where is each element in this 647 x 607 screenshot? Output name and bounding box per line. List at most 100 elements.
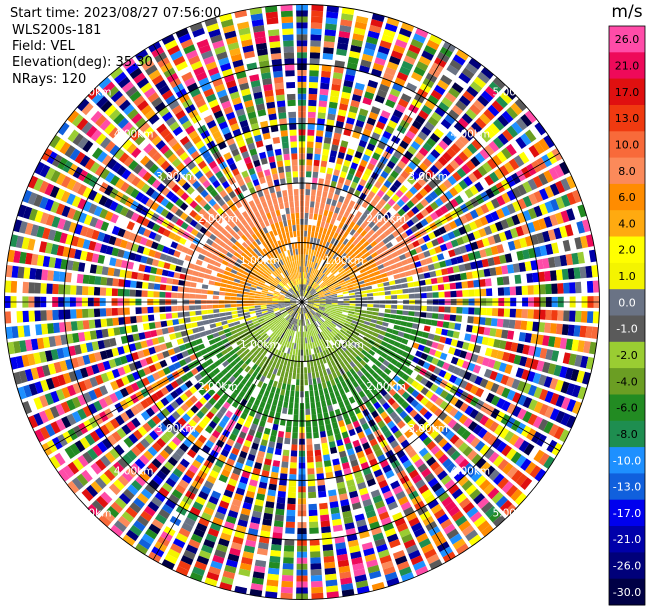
velocity-gate	[131, 243, 139, 252]
velocity-gate	[315, 201, 320, 209]
velocity-gate	[134, 458, 146, 470]
velocity-gate	[389, 184, 398, 193]
velocity-gate	[176, 407, 185, 416]
velocity-gate	[158, 487, 170, 498]
velocity-gate	[417, 131, 428, 141]
velocity-gate	[262, 464, 271, 472]
velocity-gate	[511, 214, 521, 226]
velocity-gate	[403, 55, 416, 65]
velocity-gate	[297, 331, 300, 338]
velocity-gate	[104, 171, 115, 183]
velocity-gate	[406, 544, 419, 555]
velocity-gate	[272, 305, 279, 308]
velocity-gate	[319, 303, 326, 305]
velocity-gate	[165, 306, 172, 312]
velocity-gate	[216, 272, 224, 278]
velocity-gate	[294, 397, 299, 404]
velocity-gate	[518, 440, 530, 453]
velocity-gate	[308, 509, 318, 517]
velocity-gate	[391, 194, 400, 203]
velocity-gate	[82, 405, 93, 418]
velocity-gate	[487, 337, 495, 347]
velocity-gate	[303, 337, 305, 344]
velocity-gate	[143, 467, 155, 478]
velocity-gate	[42, 227, 51, 240]
velocity-gate	[536, 232, 545, 244]
velocity-gate	[224, 564, 237, 574]
velocity-gate	[485, 317, 492, 326]
velocity-gate	[324, 567, 337, 575]
velocity-gate	[236, 293, 243, 297]
velocity-gate	[313, 347, 317, 354]
velocity-gate	[70, 321, 78, 331]
velocity-gate	[62, 246, 71, 258]
velocity-gate	[153, 283, 161, 290]
velocity-gate	[167, 414, 177, 425]
velocity-gate	[165, 211, 174, 221]
velocity-gate	[243, 339, 250, 346]
velocity-gate	[348, 311, 355, 315]
velocity-gate	[129, 289, 136, 297]
velocity-gate	[263, 342, 270, 349]
velocity-gate	[383, 165, 393, 174]
velocity-gate	[240, 345, 248, 352]
velocity-gate	[295, 325, 298, 332]
velocity-gate	[266, 307, 273, 311]
velocity-gate	[555, 323, 563, 335]
velocity-gate	[266, 293, 273, 297]
velocity-gate	[321, 382, 327, 389]
velocity-gate	[206, 358, 214, 366]
velocity-gate	[427, 364, 436, 373]
velocity-gate	[203, 273, 211, 280]
velocity-gate	[269, 332, 275, 338]
velocity-gate	[206, 238, 214, 246]
velocity-gate	[47, 229, 57, 241]
velocity-gate	[544, 406, 555, 419]
velocity-gate	[528, 145, 540, 158]
velocity-gate	[215, 277, 222, 283]
velocity-gate	[264, 327, 271, 333]
velocity-gate	[177, 312, 184, 318]
velocity-gate	[293, 293, 299, 298]
velocity-gate	[296, 373, 300, 380]
velocity-gate	[140, 183, 151, 194]
velocity-gate	[125, 325, 133, 334]
velocity-gate	[280, 358, 285, 365]
velocity-gate	[317, 485, 326, 492]
velocity-gate	[459, 245, 468, 254]
velocity-gate	[306, 285, 309, 291]
velocity-gate	[193, 264, 201, 271]
velocity-gate	[237, 290, 244, 294]
velocity-gate	[267, 322, 274, 328]
velocity-gate	[418, 538, 432, 549]
velocity-gate	[386, 434, 396, 444]
velocity-gate	[583, 341, 591, 354]
velocity-gate	[307, 343, 311, 350]
velocity-gate	[360, 374, 368, 382]
velocity-gate	[332, 384, 338, 392]
velocity-gate	[293, 361, 297, 368]
velocity-gate	[383, 229, 392, 237]
velocity-gate	[174, 331, 182, 339]
velocity-gate	[155, 205, 165, 215]
velocity-gate	[69, 443, 81, 456]
velocity-gate	[322, 267, 328, 274]
velocity-gate	[503, 308, 511, 318]
velocity-gate	[353, 27, 366, 36]
velocity-gate	[307, 236, 311, 243]
velocity-gate	[364, 472, 374, 482]
velocity-gate	[304, 373, 308, 380]
velocity-gate	[112, 317, 119, 326]
velocity-gate	[306, 293, 311, 298]
velocity-gate	[429, 132, 441, 143]
velocity-gate	[328, 315, 335, 319]
velocity-gate	[30, 338, 39, 351]
velocity-gate	[195, 338, 203, 345]
velocity-gate	[443, 179, 453, 189]
velocity-gate	[430, 89, 443, 101]
velocity-gate	[140, 195, 150, 205]
velocity-gate	[296, 379, 300, 386]
velocity-gate	[171, 436, 182, 446]
velocity-gate	[259, 536, 270, 544]
velocity-gate	[308, 503, 318, 511]
